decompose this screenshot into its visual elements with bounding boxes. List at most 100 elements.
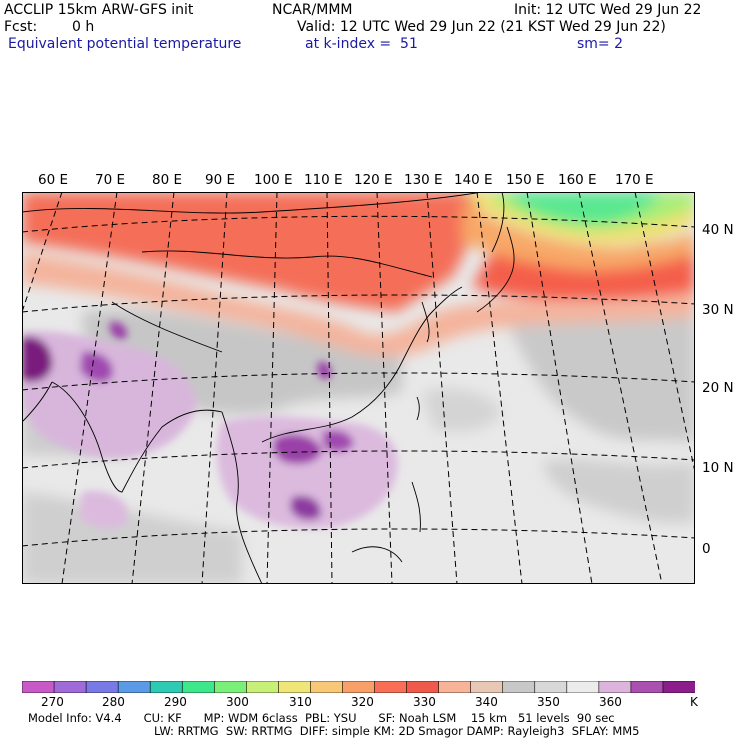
model-title: ACCLIP 15km ARW-GFS init (4, 2, 194, 18)
field-grey-patch (542, 459, 695, 523)
model-info-line2: LW: RRTMG SW: RRTMG DIFF: simple KM: 2D … (154, 724, 640, 738)
colorbar-swatch (117, 681, 151, 693)
field-darkpurple-arabia (22, 336, 53, 382)
coastlines (22, 192, 515, 584)
colorbar-tick-label: 320 (351, 695, 374, 709)
field-orange (462, 202, 695, 271)
field-lavender-bay (80, 491, 128, 529)
colorbar-tick-label: 330 (413, 695, 436, 709)
lon-line (201, 192, 228, 584)
lon-line (326, 192, 333, 584)
field-purple-india (80, 351, 113, 383)
lat-label: 0 (702, 541, 711, 557)
fcst-value: 0 h (72, 19, 95, 35)
colorbar-swatch (470, 681, 504, 693)
lon-label: 70 E (95, 172, 125, 188)
lon-line (426, 192, 458, 584)
lat-label: 30 N (702, 302, 734, 318)
colorbar-tick-label: 310 (289, 695, 312, 709)
colorbar-swatch (246, 681, 280, 693)
colorbar-swatch (342, 681, 376, 693)
coast-japan (476, 226, 515, 313)
field-green (512, 192, 662, 225)
smoothing-label: sm= 2 (577, 36, 624, 52)
colorbar-swatch (278, 681, 312, 693)
lon-label: 90 E (205, 172, 235, 188)
colorbar-swatch (374, 681, 408, 693)
lon-line (61, 192, 118, 584)
colorbar-swatch (149, 681, 184, 693)
colorbar-unit: K (690, 695, 698, 709)
theta-e-map (22, 192, 695, 584)
colorbar (22, 681, 695, 693)
border-china-mongolia (141, 250, 433, 278)
field-purple-indochina (272, 434, 322, 464)
lat-label: 20 N (702, 380, 734, 396)
field-red-north (22, 192, 482, 312)
colorbar-tick-label: 300 (226, 695, 249, 709)
colorbar-swatch (310, 681, 344, 693)
lat-label: 10 N (702, 460, 734, 476)
lon-line (22, 192, 63, 313)
colorbar-tick-label: 280 (102, 695, 125, 709)
level-label: at k-index = 51 (305, 36, 418, 52)
model-info-line1: Model Info: V4.4 CU: KF MP: WDM 6class P… (28, 711, 615, 725)
lon-line (376, 192, 393, 584)
field-purple-india (109, 321, 128, 340)
colorbar-swatch (502, 681, 536, 693)
fcst-label: Fcst: (4, 19, 38, 35)
lon-line (476, 192, 523, 584)
colorbar-swatch (22, 681, 55, 693)
lon-label: 100 E (254, 172, 293, 188)
coast-borneo (351, 546, 403, 563)
lon-line (266, 192, 278, 584)
field-grey-patch (422, 388, 502, 432)
colorbar-swatch (662, 681, 695, 693)
graticule (22, 192, 695, 584)
colorbar-tick-label: 270 (41, 695, 64, 709)
field-salmon-band (22, 252, 695, 357)
colorbar-tick-label: 290 (164, 695, 187, 709)
org-label: NCAR/MMM (272, 2, 353, 18)
colorbar-swatch (53, 681, 87, 693)
lon-label: 120 E (354, 172, 393, 188)
coast-india (51, 381, 223, 493)
border-russia (22, 192, 483, 214)
coast-indochina (221, 411, 263, 584)
lon-line (578, 192, 663, 584)
colorbar-swatch (406, 681, 440, 693)
valid-time: Valid: 12 UTC Wed 29 Jun 22 (21 KST Wed … (297, 19, 666, 35)
colorbar-tick-label: 360 (599, 695, 622, 709)
field-grey-south (22, 492, 242, 584)
colorbar-swatch (213, 681, 248, 693)
colorbar-swatch (598, 681, 632, 693)
lon-label: 60 E (38, 172, 68, 188)
lon-label: 160 E (558, 172, 597, 188)
field-purple-china (317, 361, 332, 380)
coast-korea (421, 301, 430, 343)
lat-label: 40 N (702, 222, 734, 238)
coast-philippines (411, 481, 421, 533)
field-lavender-india (22, 330, 197, 459)
lon-label: 110 E (304, 172, 343, 188)
field-name: Equivalent potential temperature (8, 36, 242, 52)
map-frame (22, 192, 695, 584)
colorbar-swatch (630, 681, 664, 693)
lon-label: 170 E (615, 172, 654, 188)
colorbar-tick-label: 350 (537, 695, 560, 709)
colorbar-tick-label: 340 (475, 695, 498, 709)
coast-taiwan (416, 396, 420, 421)
coast-kamchatka (491, 192, 505, 253)
colorbar-swatch (566, 681, 600, 693)
colorbar-swatch (534, 681, 568, 693)
colorbar-swatch (85, 681, 119, 693)
lon-label: 130 E (404, 172, 443, 188)
colorbar-swatch (181, 681, 216, 693)
coast-china (261, 286, 463, 443)
lon-line (526, 192, 593, 584)
coast-arabia (22, 381, 53, 423)
lon-line (131, 192, 175, 584)
colorbar-swatch (438, 681, 472, 693)
lon-label: 80 E (152, 172, 182, 188)
lon-label: 150 E (506, 172, 545, 188)
